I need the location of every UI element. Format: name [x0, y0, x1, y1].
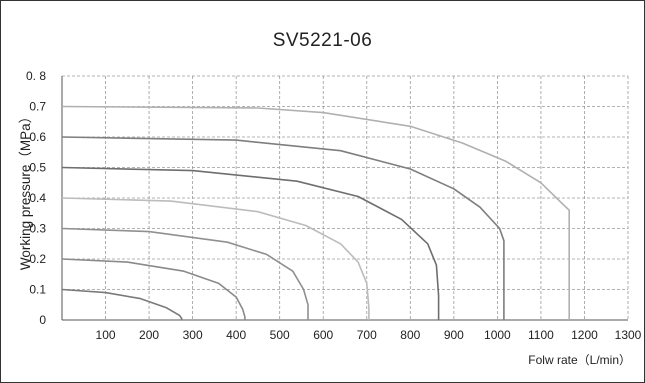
- x-tick-label: 1000: [484, 328, 511, 342]
- y-tick-label: 0.6: [29, 130, 46, 144]
- x-tick-label: 100: [96, 328, 116, 342]
- series-line-3: [61, 227, 309, 320]
- series-line-2: [61, 258, 246, 320]
- x-tick-label: 600: [313, 328, 333, 342]
- series-line-5: [61, 166, 440, 320]
- grid-layer: [62, 75, 629, 320]
- x-tick-label: 400: [226, 328, 246, 342]
- x-axis-label: Folw rate（L/min）: [528, 353, 631, 367]
- y-tick-label: 0.7: [29, 100, 46, 114]
- y-tick-label: 0.2: [29, 252, 46, 266]
- y-tick-label: 0.5: [29, 161, 46, 175]
- series-layer: [61, 105, 571, 320]
- series-line-6: [61, 136, 505, 320]
- x-tick-label: 200: [139, 328, 159, 342]
- y-tick-label: 0.3: [29, 222, 46, 236]
- x-tick-label: 1300: [615, 328, 642, 342]
- y-axis-label: Working pressure（MPa）: [18, 109, 33, 271]
- y-tick-label: 0: [39, 313, 46, 327]
- x-tick-label: 700: [357, 328, 377, 342]
- series-line-7: [61, 105, 571, 320]
- series-line-1: [61, 288, 183, 320]
- x-tick-label: 300: [183, 328, 203, 342]
- tick-label-layer: 100 200 300 400 500 600 700 800 900 1000 1100 1200 1…: [26, 69, 642, 342]
- x-tick-label: 1100: [528, 328, 554, 342]
- x-tick-label: 1200: [571, 328, 598, 342]
- chart-title: SV5221-06: [272, 30, 373, 51]
- x-tick-label: 800: [400, 328, 420, 342]
- y-tick-label: 0. 8: [26, 69, 46, 83]
- series-line-4: [61, 197, 370, 320]
- x-tick-label: 500: [270, 328, 290, 342]
- y-tick-label: 0.4: [29, 191, 46, 205]
- x-tick-label: 900: [444, 328, 464, 342]
- y-tick-label: 0.1: [29, 283, 46, 297]
